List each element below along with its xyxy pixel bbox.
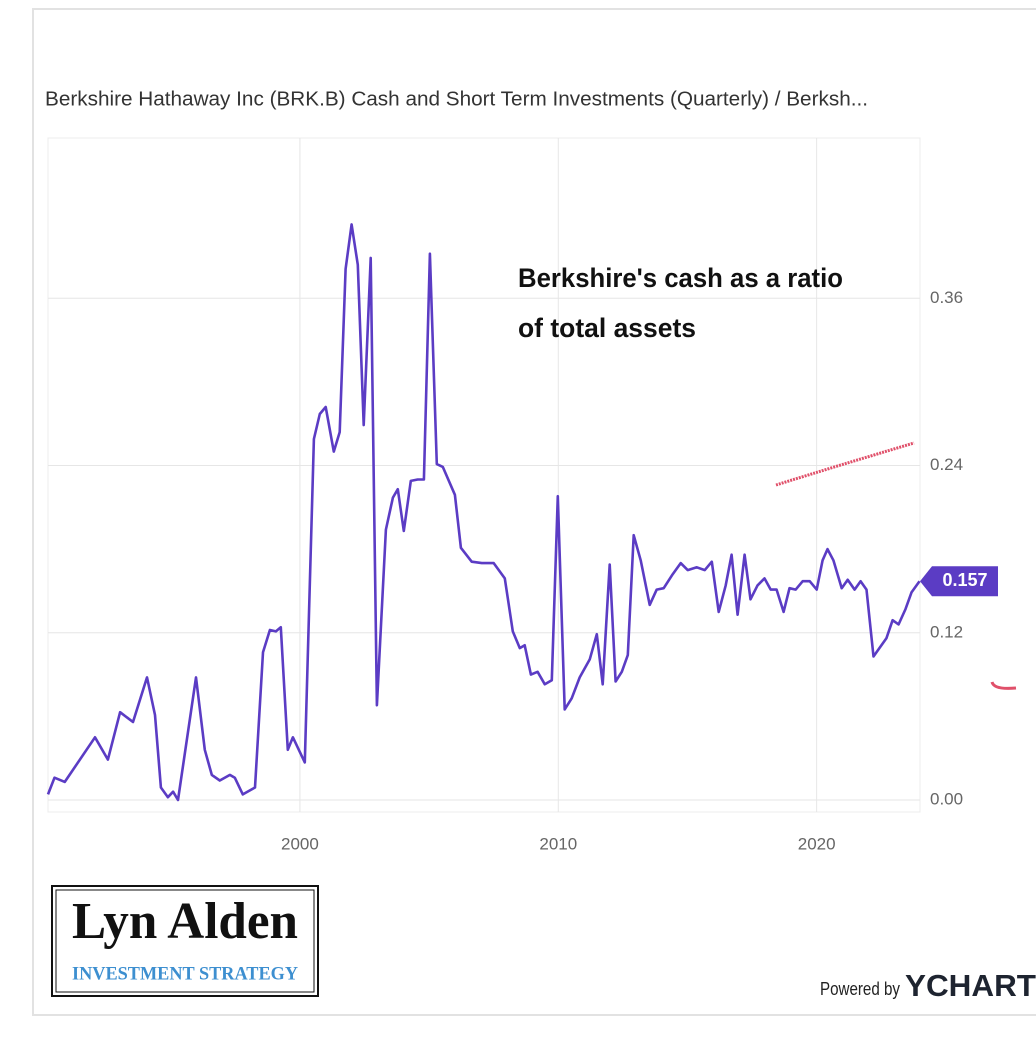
scribble xyxy=(775,441,915,487)
y-tick-label: 0.12 xyxy=(930,622,963,641)
grid xyxy=(48,138,920,812)
credit-brand: YCHART xyxy=(905,968,1036,1003)
y-tick-label: 0.24 xyxy=(930,455,963,474)
credit-prefix: Powered by xyxy=(820,979,900,999)
annotation: of total assets xyxy=(518,313,696,343)
x-tick-label: 2000 xyxy=(281,834,319,853)
logo-name: Lyn Alden xyxy=(72,893,298,950)
x-tick-label: 2010 xyxy=(539,834,577,853)
y-tick-label: 0.36 xyxy=(930,288,963,307)
x-tick-label: 2020 xyxy=(798,834,836,853)
logo-box-inner xyxy=(55,889,315,993)
scribble xyxy=(990,681,1017,690)
y-tick-label: 0.00 xyxy=(930,789,963,808)
plot-frame xyxy=(47,137,921,813)
logo-box xyxy=(51,885,319,997)
last-value-label: 0.157 xyxy=(942,570,987,590)
data-line xyxy=(46,223,921,802)
chart-title: Berkshire Hathaway Inc (BRK.B) Cash and … xyxy=(45,88,868,110)
card xyxy=(32,8,1036,1016)
last-value-badge xyxy=(920,566,998,597)
logo-tagline: INVESTMENT STRATEGY xyxy=(72,963,298,984)
annotation: Berkshire's cash as a ratio xyxy=(518,263,843,293)
